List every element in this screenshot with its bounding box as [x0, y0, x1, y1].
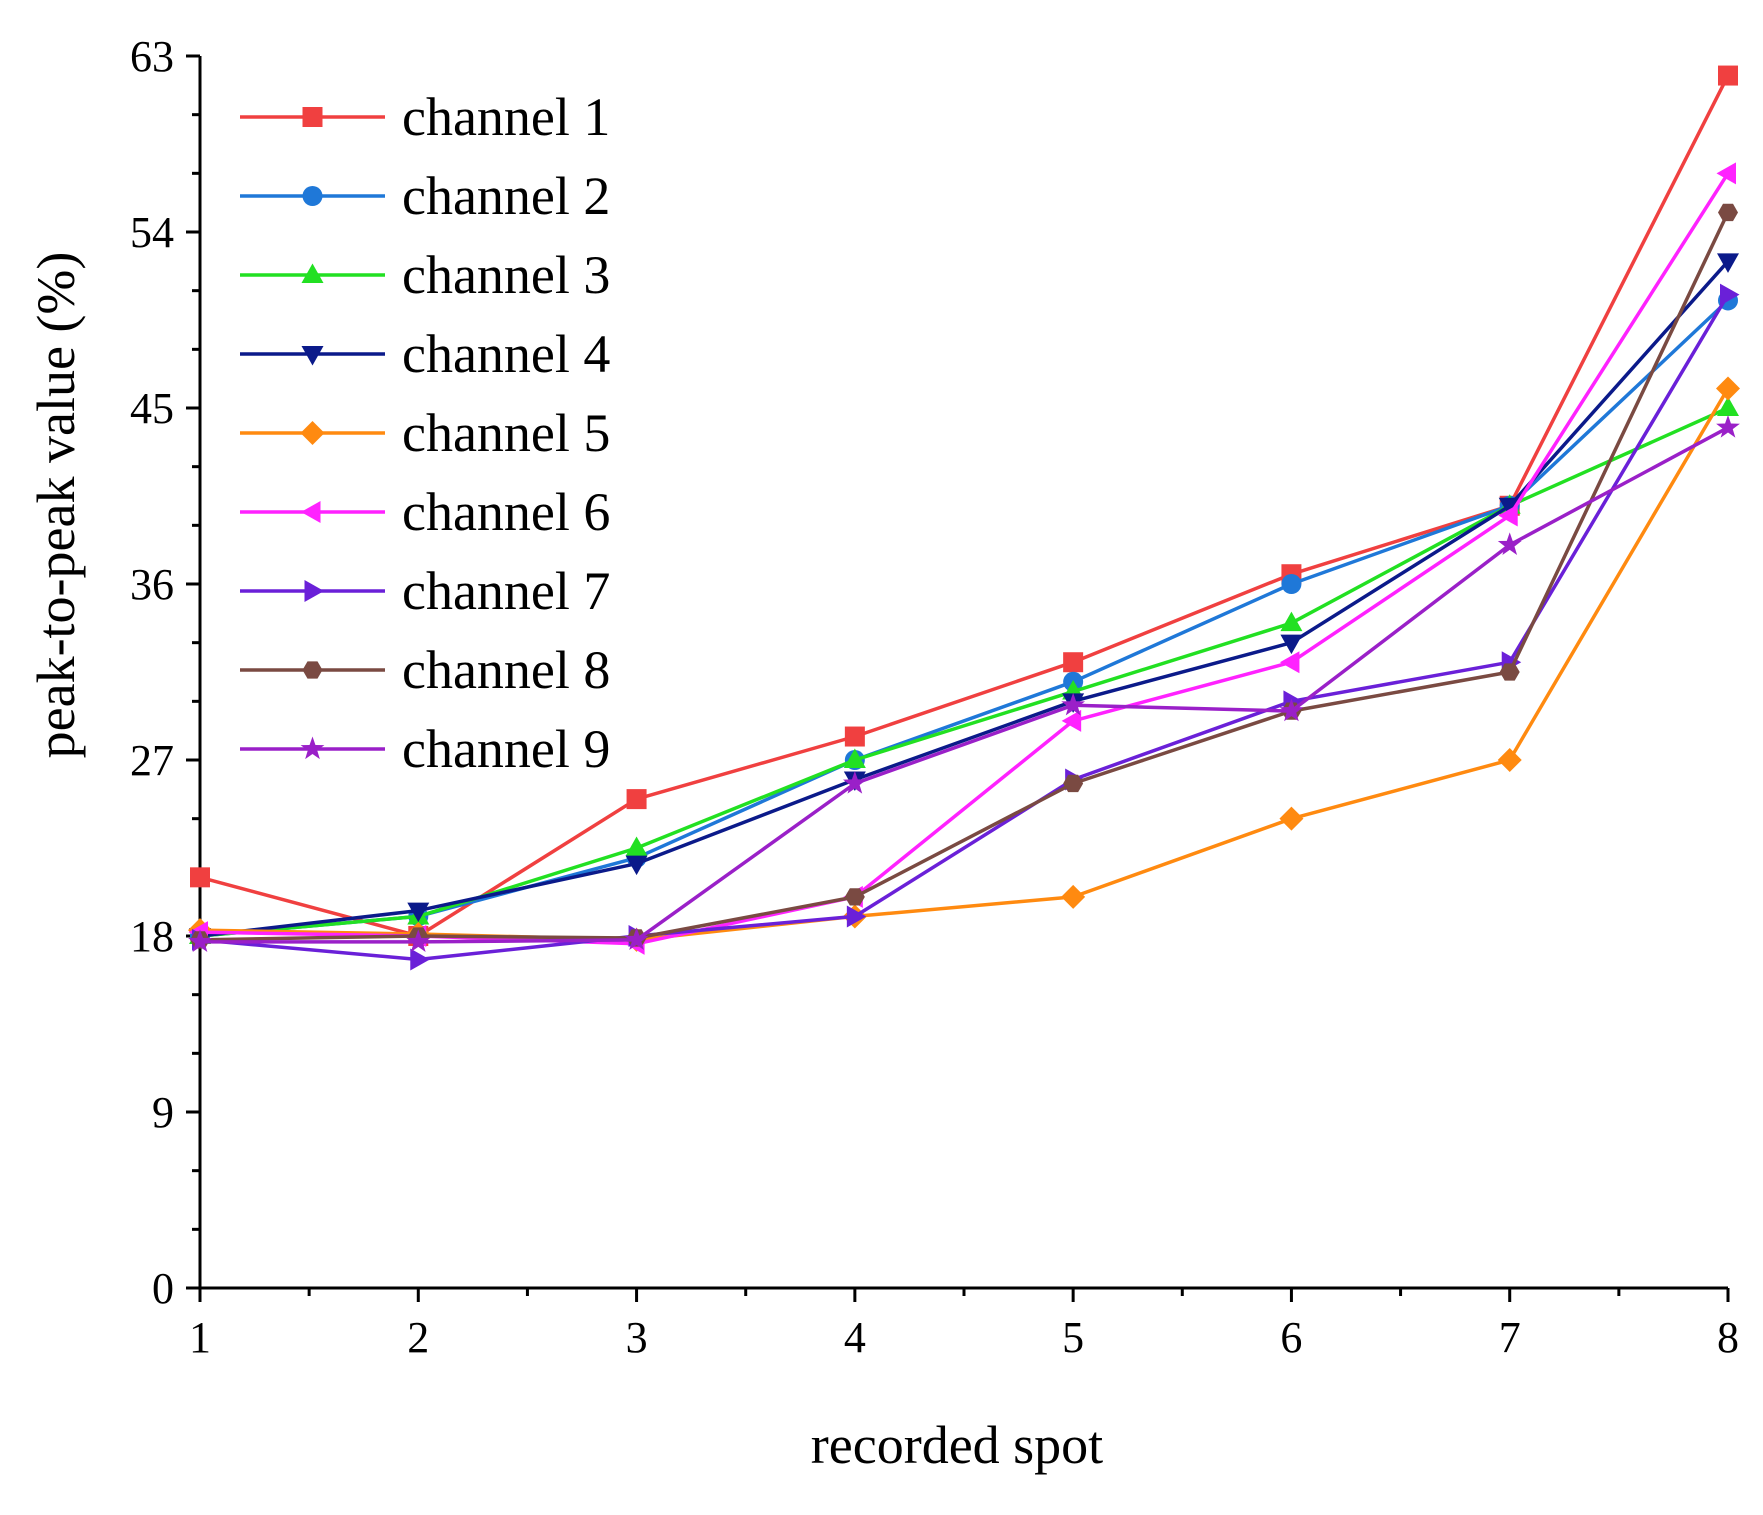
data-point-channel-9 [1716, 415, 1740, 438]
data-point-channel-9 [624, 927, 649, 951]
data-point-channel-8 [1718, 203, 1738, 222]
data-point-channel-3 [1280, 611, 1303, 632]
legend-item-channel-5: channel 5 [240, 403, 610, 463]
data-point-channel-8 [1499, 663, 1520, 681]
data-point-channel-4 [625, 855, 648, 876]
legend-swatch-marker [301, 346, 324, 366]
y-tick-label: 54 [130, 208, 174, 257]
data-point-channel-5 [1279, 806, 1304, 831]
y-tick-label: 36 [130, 560, 174, 609]
y-tick-label: 0 [152, 1264, 174, 1313]
data-point-channel-7 [846, 905, 867, 928]
legend-item-channel-1: channel 1 [240, 87, 610, 147]
x-tick-label: 8 [1717, 1313, 1739, 1362]
legend-swatch-marker [302, 661, 323, 679]
data-point-channel-9 [406, 929, 431, 952]
data-point-channel-2 [1281, 574, 1302, 594]
series-line-channel-3 [199, 406, 1729, 938]
data-point-channel-9 [1497, 532, 1522, 555]
legend-item-channel-3: channel 3 [240, 245, 610, 305]
legend-label: channel 1 [402, 87, 610, 147]
legend-label: channel 5 [402, 403, 610, 463]
legend-item-channel-7: channel 7 [240, 561, 610, 621]
data-point-channel-3 [1717, 396, 1739, 416]
series-line-channel-7 [199, 293, 1730, 962]
x-tick-label: 4 [844, 1313, 866, 1362]
data-point-channel-9 [188, 929, 212, 952]
data-point-channel-4 [407, 902, 430, 923]
y-tick-label: 9 [152, 1088, 174, 1137]
series-line-channel-9 [200, 426, 1729, 944]
legend-swatch-marker [302, 107, 323, 127]
data-point-channel-9 [1279, 698, 1304, 722]
y-axis-title: peak-to-peak value (%) [26, 252, 86, 759]
data-point-channel-1 [190, 867, 210, 888]
x-tick-label: 6 [1280, 1313, 1302, 1362]
y-tick-label: 63 [130, 32, 174, 81]
x-tick-label: 7 [1499, 1313, 1521, 1362]
legend-item-channel-4: channel 4 [240, 324, 610, 384]
legend-swatch-marker [300, 736, 325, 760]
data-point-channel-1 [844, 726, 865, 747]
series-line-channel-4 [199, 260, 1730, 938]
series-line-channel-8 [199, 211, 1730, 942]
legend-label: channel 6 [402, 482, 610, 542]
x-tick-label: 3 [626, 1313, 648, 1362]
data-point-channel-4 [1280, 634, 1303, 655]
data-point-channel-8 [1063, 774, 1084, 793]
data-point-channel-9 [1061, 692, 1086, 716]
legend-label: channel 4 [402, 324, 610, 384]
data-point-channel-5 [1497, 748, 1522, 772]
legend-swatch-marker [302, 186, 323, 206]
legend-swatch-marker [300, 421, 325, 445]
data-point-channel-7 [1720, 283, 1740, 306]
legend-item-channel-9: channel 9 [240, 719, 610, 779]
data-point-channel-7 [410, 948, 430, 971]
x-tick-label: 2 [407, 1313, 429, 1362]
data-point-channel-4 [1498, 497, 1521, 518]
legend-swatch-marker [304, 580, 324, 602]
legend-label: channel 3 [402, 245, 610, 305]
y-tick-label: 18 [130, 912, 174, 961]
legend-item-channel-6: channel 6 [240, 482, 610, 542]
data-point-channel-1 [1718, 65, 1738, 86]
legend-item-channel-8: channel 8 [240, 640, 610, 700]
x-tick-label: 5 [1062, 1313, 1084, 1362]
data-point-channel-6 [1716, 162, 1736, 185]
series-channel-9 [188, 415, 1740, 952]
data-point-channel-6 [1061, 709, 1082, 732]
data-point-channel-3 [625, 836, 648, 856]
y-tick-label: 45 [130, 384, 174, 433]
legend-label: channel 2 [402, 166, 610, 226]
data-point-channel-4 [1717, 253, 1739, 273]
data-point-channel-1 [626, 789, 647, 810]
legend-item-channel-2: channel 2 [240, 166, 610, 226]
data-point-channel-6 [1279, 651, 1300, 674]
y-tick-label: 27 [130, 736, 174, 785]
x-axis-title: recorded spot [811, 1415, 1103, 1475]
data-point-channel-5 [1061, 884, 1086, 909]
data-point-channel-8 [844, 888, 865, 906]
legend-label: channel 7 [402, 561, 610, 621]
legend: channel 1 channel 2 channel 3 channel 4 chan… [240, 87, 610, 779]
data-point-channel-3 [843, 748, 866, 768]
data-point-channel-9 [842, 770, 867, 794]
data-point-channel-5 [1716, 376, 1740, 401]
legend-label: channel 9 [402, 719, 610, 779]
data-point-channel-6 [1498, 504, 1518, 527]
legend-label: channel 8 [402, 640, 610, 700]
series-channel-7 [192, 283, 1740, 971]
plot-series [188, 65, 1740, 971]
series-channel-4 [189, 253, 1739, 948]
data-point-channel-1 [1063, 652, 1084, 673]
x-tick-label: 1 [189, 1313, 211, 1362]
legend-swatch-marker [301, 263, 324, 283]
legend-swatch-marker [301, 501, 321, 523]
